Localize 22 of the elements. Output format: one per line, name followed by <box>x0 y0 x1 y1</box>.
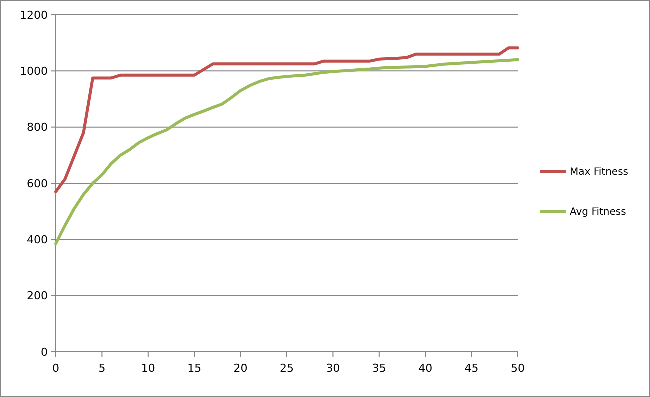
y-tick-label: 800 <box>27 121 48 134</box>
y-tick-label: 600 <box>27 177 48 190</box>
y-tick-label: 200 <box>27 290 48 303</box>
x-tick-label: 50 <box>511 362 525 375</box>
y-tick-label: 1000 <box>20 65 48 78</box>
legend-label: Max Fitness <box>570 167 628 178</box>
y-tick-label: 0 <box>41 346 48 359</box>
x-tick-label: 5 <box>98 362 106 375</box>
x-tick-label: 20 <box>234 362 248 375</box>
line-series <box>54 58 520 246</box>
legend-label: Avg Fitness <box>570 207 626 218</box>
x-tick-label: 15 <box>188 362 202 375</box>
x-tick-label: 30 <box>326 362 340 375</box>
x-tick-label: 40 <box>418 362 433 375</box>
x-tick-label: 25 <box>280 362 294 375</box>
y-tick-label: 1200 <box>20 8 48 22</box>
y-tick-label: 400 <box>27 234 48 247</box>
x-tick-label: 35 <box>372 362 386 375</box>
x-tick-label: 45 <box>464 362 479 375</box>
x-tick-label: 0 <box>52 362 60 375</box>
line-series <box>54 46 520 194</box>
x-tick-label: 10 <box>141 362 156 375</box>
